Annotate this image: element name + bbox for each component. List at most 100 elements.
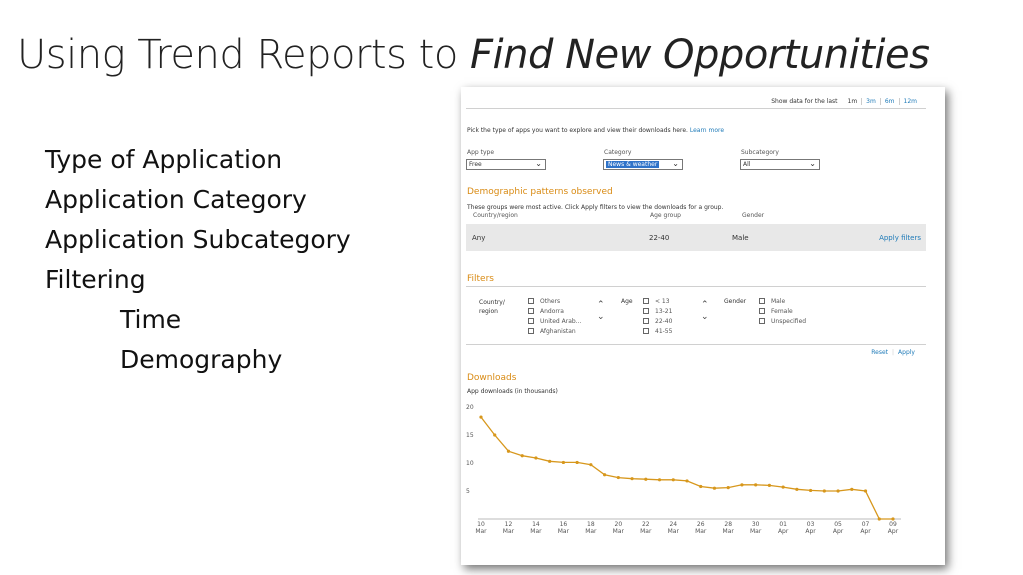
app-type-select[interactable]: Free ⌄: [466, 159, 546, 170]
chevron-up-icon[interactable]: ⌃: [701, 300, 709, 310]
age-option-41-55[interactable]: 41-55: [643, 327, 672, 337]
checkbox[interactable]: [643, 318, 649, 324]
y-tick-label: 15: [466, 432, 474, 439]
row-country: Any: [472, 234, 486, 242]
time-range-selector: Show data for the last 1m 3m 6m 12m: [771, 98, 921, 105]
checkbox[interactable]: [759, 298, 765, 304]
chevron-down-icon[interactable]: ⌄: [597, 312, 605, 322]
data-point: [589, 463, 593, 467]
checkbox[interactable]: [528, 318, 534, 324]
row-gender: Male: [732, 234, 749, 242]
col-age-group: Age group: [650, 212, 681, 219]
subcategory-select[interactable]: All ⌄: [740, 159, 820, 170]
downloads-chart: 510152010Mar12Mar14Mar16Mar18Mar20Mar22M…: [466, 404, 901, 535]
col-country-region: Country/region: [473, 212, 518, 219]
chevron-down-icon[interactable]: ⌄: [701, 312, 709, 322]
data-point: [479, 415, 483, 419]
bullet-type-of-application: Type of Application: [45, 145, 283, 174]
gender-option-male[interactable]: Male: [759, 297, 806, 307]
learn-more-link[interactable]: Learn more: [689, 127, 725, 134]
age-option-22-40[interactable]: 22-40: [643, 317, 672, 327]
x-tick-label: Apr: [805, 528, 816, 535]
data-point: [657, 478, 662, 482]
trend-report-screenshot: Show data for the last 1m 3m 6m 12m Pick the…: [461, 87, 945, 565]
category-label: Category: [604, 149, 632, 156]
checkbox[interactable]: [528, 308, 534, 314]
checkbox[interactable]: [528, 298, 534, 304]
time-range-label: Show data for the last: [771, 98, 838, 105]
reset-link[interactable]: Reset: [871, 349, 889, 356]
title-emphasis-text: Find New Opportunities: [470, 32, 930, 78]
bullet-list: Type of Application Application Category…: [45, 140, 351, 380]
range-12m[interactable]: 12m: [898, 98, 921, 105]
x-tick-label: Mar: [750, 528, 762, 535]
slide-title: Using Trend Reports to Find New Opportun…: [17, 32, 930, 78]
x-tick-label: 16: [560, 521, 568, 528]
checkbox[interactable]: [759, 308, 765, 314]
intro-text: Pick the type of apps you want to explor…: [467, 127, 725, 134]
gender-list: Male Female Unspecified: [759, 297, 806, 327]
range-1m[interactable]: 1m: [847, 98, 858, 105]
data-point: [493, 433, 497, 437]
data-point: [644, 477, 648, 481]
apply-filters-link[interactable]: Apply filters: [879, 234, 921, 242]
data-point: [877, 517, 881, 521]
country-region-label: Country/region: [479, 299, 505, 315]
data-point: [603, 473, 607, 477]
country-option-others[interactable]: Others: [528, 297, 581, 307]
checkbox[interactable]: [643, 298, 649, 304]
subcategory-label: Subcategory: [741, 149, 779, 156]
demographic-description: These groups were most active. Click App…: [467, 204, 724, 211]
age-option-13-21[interactable]: 13-21: [643, 307, 672, 317]
x-tick-label: 14: [532, 521, 540, 528]
country-option-united-arab[interactable]: United Arab...: [528, 317, 581, 327]
checkbox[interactable]: [528, 328, 534, 334]
x-tick-label: 20: [615, 521, 623, 528]
filters-divider: [466, 286, 926, 287]
x-tick-label: 12: [505, 521, 513, 528]
data-point: [575, 460, 579, 465]
data-point: [685, 479, 689, 483]
range-3m[interactable]: 3m: [861, 98, 880, 105]
demographic-row: Any 22-40 Male Apply filters: [466, 224, 926, 251]
col-gender: Gender: [742, 212, 765, 219]
gender-option-unspecified[interactable]: Unspecified: [759, 317, 806, 327]
data-point: [822, 489, 826, 493]
data-point: [671, 478, 675, 482]
data-point: [726, 486, 730, 490]
data-point: [534, 456, 538, 460]
x-tick-label: 26: [697, 521, 705, 528]
filters-title: Filters: [467, 274, 494, 284]
demographic-patterns-title: Demographic patterns observed: [467, 187, 613, 197]
chevron-up-icon[interactable]: ⌃: [597, 300, 605, 310]
checkbox[interactable]: [759, 318, 765, 324]
data-point: [740, 483, 744, 487]
age-option-under-13[interactable]: < 13: [643, 297, 672, 307]
x-tick-label: Mar: [668, 528, 680, 535]
country-list: Others Andorra United Arab... Afghanista…: [528, 297, 581, 337]
country-option-afghanistan[interactable]: Afghanistan: [528, 327, 581, 337]
data-point: [795, 487, 799, 491]
range-6m[interactable]: 6m: [879, 98, 899, 105]
x-tick-label: Mar: [640, 528, 652, 535]
chevron-down-icon: ⌄: [809, 159, 816, 168]
country-option-andorra[interactable]: Andorra: [528, 307, 581, 317]
checkbox[interactable]: [643, 308, 649, 314]
checkbox[interactable]: [643, 328, 649, 334]
y-tick-label: 20: [466, 404, 474, 411]
x-tick-label: 30: [752, 521, 760, 528]
age-list: < 13 13-21 22-40 41-55: [643, 297, 672, 337]
x-tick-label: Mar: [475, 528, 487, 535]
data-point: [616, 475, 620, 480]
x-tick-label: Apr: [833, 528, 844, 535]
age-scroll[interactable]: ⌃ ⌄: [701, 299, 709, 323]
gender-label: Gender: [724, 298, 747, 305]
app-type-label: App type: [467, 149, 495, 156]
category-select[interactable]: News & weather ⌄: [603, 159, 683, 170]
gender-option-female[interactable]: Female: [759, 307, 806, 317]
filter-actions: Reset | Apply: [871, 349, 915, 356]
top-divider: [466, 108, 926, 109]
chevron-down-icon: ⌄: [535, 159, 542, 168]
country-scroll[interactable]: ⌃ ⌄: [597, 299, 605, 323]
apply-link[interactable]: Apply: [898, 349, 915, 356]
